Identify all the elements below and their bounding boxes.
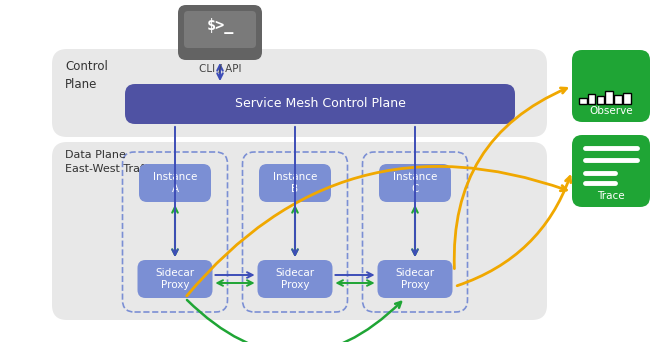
FancyBboxPatch shape bbox=[623, 93, 631, 104]
FancyBboxPatch shape bbox=[379, 164, 451, 202]
FancyBboxPatch shape bbox=[137, 260, 212, 298]
FancyBboxPatch shape bbox=[259, 164, 331, 202]
Text: CLI / API: CLI / API bbox=[199, 64, 241, 74]
Text: Sidecar
Proxy: Sidecar Proxy bbox=[275, 268, 315, 290]
FancyBboxPatch shape bbox=[258, 260, 332, 298]
Text: Instance
C: Instance C bbox=[393, 172, 437, 194]
Text: Sidecar
Proxy: Sidecar Proxy bbox=[396, 268, 434, 290]
Text: Control
Plane: Control Plane bbox=[65, 60, 108, 91]
FancyBboxPatch shape bbox=[184, 11, 256, 48]
FancyBboxPatch shape bbox=[588, 94, 595, 104]
FancyBboxPatch shape bbox=[125, 84, 515, 124]
Text: $>_: $>_ bbox=[206, 18, 234, 34]
Text: Sidecar
Proxy: Sidecar Proxy bbox=[156, 268, 194, 290]
FancyBboxPatch shape bbox=[378, 260, 453, 298]
Text: Trace: Trace bbox=[597, 191, 625, 201]
Text: Service Mesh Control Plane: Service Mesh Control Plane bbox=[235, 97, 405, 110]
Text: Observe: Observe bbox=[589, 106, 633, 116]
Text: Instance
A: Instance A bbox=[153, 172, 197, 194]
FancyBboxPatch shape bbox=[572, 50, 650, 122]
FancyBboxPatch shape bbox=[139, 164, 211, 202]
FancyBboxPatch shape bbox=[597, 96, 604, 104]
FancyBboxPatch shape bbox=[605, 91, 613, 104]
FancyBboxPatch shape bbox=[52, 49, 547, 137]
Text: Instance
B: Instance B bbox=[273, 172, 317, 194]
Text: Data Plane
East-West Traffic: Data Plane East-West Traffic bbox=[65, 150, 157, 174]
FancyBboxPatch shape bbox=[572, 135, 650, 207]
FancyBboxPatch shape bbox=[614, 95, 622, 104]
FancyBboxPatch shape bbox=[178, 5, 262, 60]
FancyBboxPatch shape bbox=[52, 142, 547, 320]
FancyBboxPatch shape bbox=[579, 98, 587, 104]
